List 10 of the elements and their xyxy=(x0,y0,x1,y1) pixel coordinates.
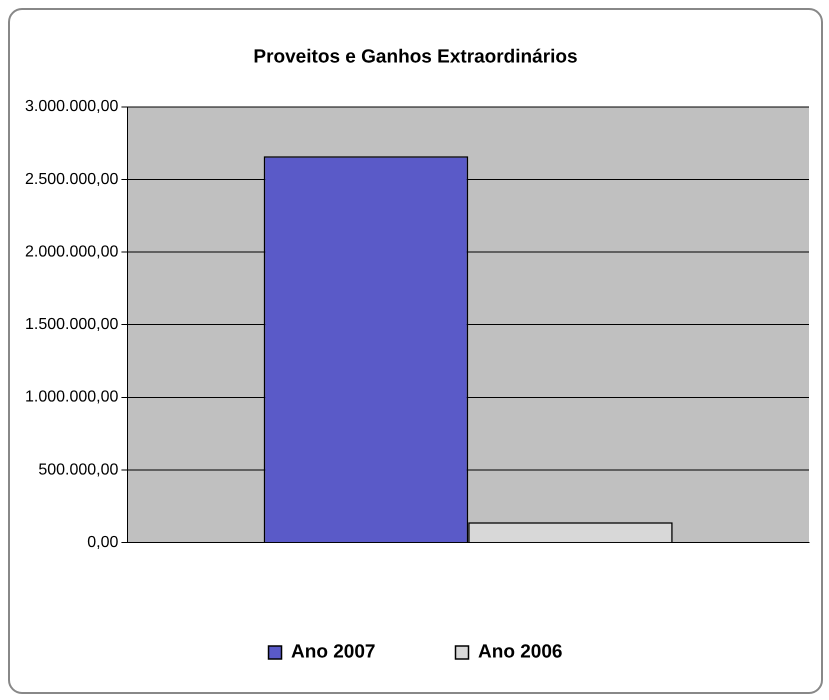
y-tick-label: 2.500.000,00 xyxy=(25,170,119,188)
y-tick-label: 500.000,00 xyxy=(38,461,119,478)
y-tick-label: 1.500.000,00 xyxy=(25,316,119,334)
y-tick-label: 0,00 xyxy=(87,534,119,552)
legend-label: Ano 2006 xyxy=(478,642,562,663)
y-tick-label: 2.000.000,00 xyxy=(25,243,119,260)
chart-title: Proveitos e Ganhos Extraordinários xyxy=(253,46,578,68)
y-tick-label: 3.000.000,00 xyxy=(25,98,119,116)
y-tick-label: 1.000.000,00 xyxy=(25,388,119,406)
legend-label: Ano 2007 xyxy=(291,642,376,663)
